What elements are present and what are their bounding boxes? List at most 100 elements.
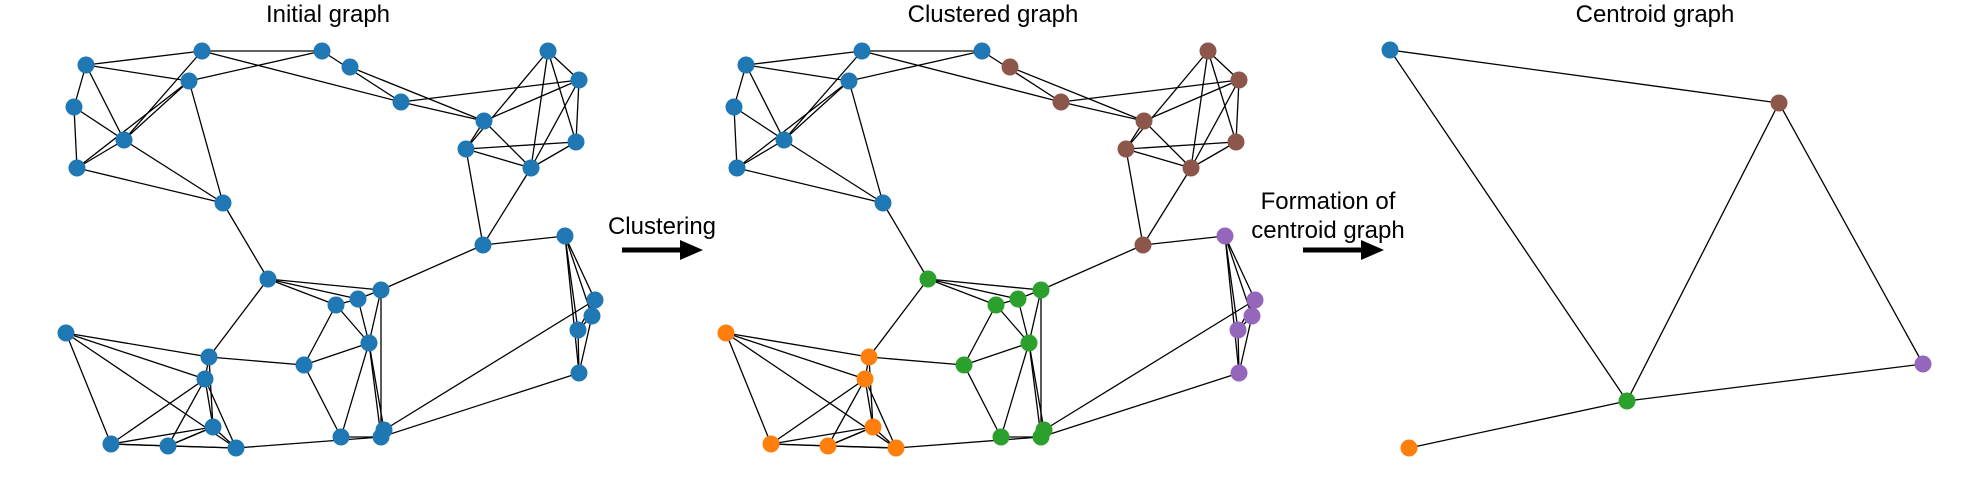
clustered-graph-node xyxy=(762,435,780,453)
clustered-graph-node xyxy=(737,56,755,74)
clustered-graph-edge xyxy=(927,278,1042,291)
clustered-graph-edge xyxy=(783,50,863,141)
clustered-graph-node xyxy=(1135,112,1153,130)
clustered-graph-node xyxy=(1035,421,1053,439)
centroid-node-green xyxy=(1618,392,1636,410)
clustered-graph-node xyxy=(1134,236,1152,254)
initial-graph-node xyxy=(341,58,359,76)
clustered-graph-edge xyxy=(868,356,965,366)
initial-graph-edge xyxy=(368,342,382,438)
initial-graph-edge xyxy=(368,289,382,344)
initial-graph-edge xyxy=(267,278,359,300)
initial-graph-node xyxy=(349,290,367,308)
centroid-graph-edge xyxy=(1626,363,1924,402)
clustered-graph-edge xyxy=(1028,342,1042,438)
initial-graph-node xyxy=(586,291,604,309)
clustered-graph-node xyxy=(856,370,874,388)
clustered-graph-edge xyxy=(1060,79,1240,103)
initial-graph-node xyxy=(57,324,75,342)
clustered-graph-node xyxy=(775,131,793,149)
initial-graph-edge xyxy=(349,66,485,122)
clustered-graph-edge xyxy=(736,167,884,204)
initial-graph-edge xyxy=(123,80,190,141)
clustered-graph-edge xyxy=(736,139,785,169)
clustered-graph-node xyxy=(819,437,837,455)
clustered-graph-edge xyxy=(1060,101,1145,122)
clustered-graph-edge xyxy=(1190,50,1209,169)
centroid-node-purple xyxy=(1914,355,1932,373)
initial-graph-edge xyxy=(575,79,580,143)
initial-graph-edge xyxy=(65,332,206,380)
initial-graph-edge xyxy=(76,80,190,169)
initial-graph-node xyxy=(77,56,95,74)
initial-graph-edge xyxy=(123,50,203,141)
initial-graph-edge xyxy=(380,372,580,438)
centroid-graph-edge xyxy=(1408,400,1628,449)
clustered-graph-edge xyxy=(1043,299,1256,431)
initial-graph-edge xyxy=(303,342,370,366)
initial-graph-node xyxy=(313,42,331,60)
initial-graph-node xyxy=(360,334,378,352)
initial-graph-edge xyxy=(483,120,532,169)
initial-graph-node xyxy=(227,439,245,457)
clustered-graph-edge xyxy=(1125,148,1144,246)
initial-graph-edge xyxy=(380,244,484,291)
formation-arrow xyxy=(1303,240,1384,260)
initial-graph-edge xyxy=(85,50,203,66)
clustered-graph-node xyxy=(1230,364,1248,382)
initial-graph-node xyxy=(180,72,198,90)
clustered-graph-edge xyxy=(861,50,1062,103)
clustered-graph-node xyxy=(1182,159,1200,177)
initial-graph-edge xyxy=(465,148,532,169)
initial-graph-node xyxy=(539,42,557,60)
initial-graph-node xyxy=(102,435,120,453)
initial-graph-edge xyxy=(73,106,125,141)
initial-graph-node xyxy=(570,364,588,382)
clustered-graph-edge xyxy=(736,80,850,169)
clustered-graph-edge xyxy=(725,332,772,445)
clustered-graph-edge xyxy=(725,332,866,380)
clustered-graph-node xyxy=(955,356,973,374)
clustered-graph-node xyxy=(1117,140,1135,158)
initial-graph-edge xyxy=(188,80,224,204)
clustered-graph-edge xyxy=(1207,50,1237,143)
clustered-graph-node xyxy=(1199,42,1217,60)
initial-graph xyxy=(57,42,604,457)
clustered-graph-node xyxy=(1227,133,1245,151)
initial-graph-edge xyxy=(235,436,382,449)
centroid-node-brown xyxy=(1770,94,1788,112)
clustered-graph-node xyxy=(864,418,882,436)
clustered-graph-edge xyxy=(783,80,850,141)
initial-graph-edge xyxy=(564,235,596,301)
initial-graph-node xyxy=(327,296,345,314)
clustered-graph-edge xyxy=(770,443,829,447)
initial-graph-edge xyxy=(76,139,125,169)
clustered-graph-edge xyxy=(1142,235,1226,246)
initial-graph-edge xyxy=(482,167,532,246)
initial-graph-edge xyxy=(383,299,596,431)
formation-label-line2: centroid graph xyxy=(1251,217,1404,244)
initial-graph-edge xyxy=(204,378,237,449)
clustered-graph-edge xyxy=(745,50,863,66)
clustered-graph-edge xyxy=(981,50,1062,103)
initial-graph-edge xyxy=(578,315,593,374)
clustered-graph-edge xyxy=(895,436,1042,449)
clustered-graph-node xyxy=(1009,290,1027,308)
clustered-graph xyxy=(717,42,1264,457)
initial-graph-node xyxy=(567,133,585,151)
clustered-graph-edge xyxy=(1190,141,1237,169)
initial-graph-node xyxy=(196,370,214,388)
clustered-graph-edge xyxy=(1143,120,1192,169)
initial-graph-edge xyxy=(465,148,484,246)
initial-graph-node xyxy=(65,98,83,116)
clustered-graph-edge xyxy=(1125,50,1209,150)
clustered-graph-edge xyxy=(783,139,884,204)
clustered-graph-node xyxy=(1230,71,1248,89)
initial-graph-node xyxy=(200,348,218,366)
clustered-graph-node xyxy=(874,194,892,212)
initial-graph-edge xyxy=(483,79,580,122)
initial-graph-edge xyxy=(85,64,190,82)
clustered-graph-node xyxy=(987,296,1005,314)
clustered-graph-edge xyxy=(848,80,884,204)
